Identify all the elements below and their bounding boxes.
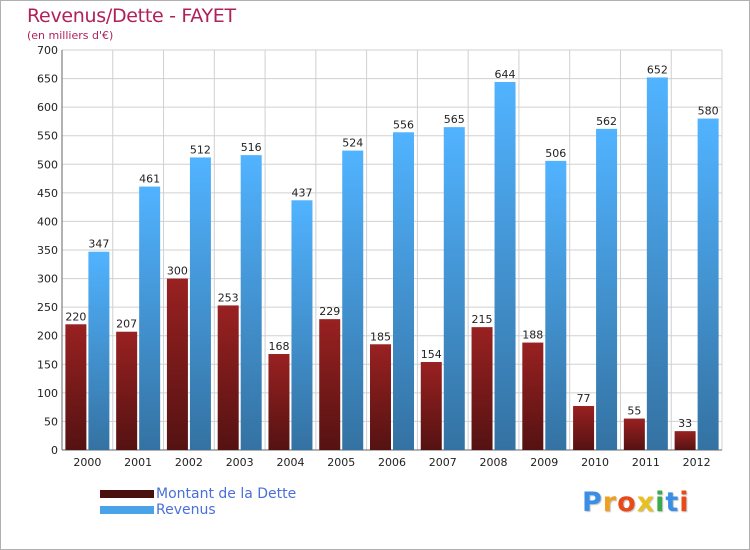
x-tick-label: 2003 (226, 456, 254, 469)
data-label-dette: 154 (421, 348, 442, 361)
bar-revenus (240, 155, 262, 450)
y-tick-label: 250 (37, 301, 58, 314)
y-tick-label: 150 (37, 358, 58, 371)
bar-revenus (545, 160, 567, 450)
y-tick-label: 0 (51, 444, 58, 457)
data-label-revenus: 556 (393, 118, 414, 131)
data-label-revenus: 565 (444, 113, 465, 126)
bar-revenus (88, 251, 110, 450)
grid (61, 49, 723, 451)
bar-dette (471, 327, 493, 450)
y-tick-label: 550 (37, 130, 58, 143)
logo-letter: t (665, 487, 680, 518)
bar-dette (217, 305, 239, 450)
bar-dette (674, 431, 696, 450)
logo-letter: r (602, 487, 618, 518)
y-tick-label: 700 (37, 44, 58, 57)
legend-label-dette: Montant de la Dette (156, 486, 297, 502)
x-tick-label: 2001 (124, 456, 152, 469)
data-label-revenus: 580 (698, 105, 719, 118)
data-label-revenus: 437 (291, 186, 312, 199)
x-tick-label: 2000 (73, 456, 101, 469)
data-label-dette: 77 (577, 392, 591, 405)
logo-letter: o (617, 487, 637, 518)
y-tick-label: 350 (37, 244, 58, 257)
legend-label-revenus: Revenus (156, 502, 216, 518)
x-tick-label: 2002 (175, 456, 203, 469)
x-tick-label: 2004 (276, 456, 304, 469)
data-label-dette: 33 (678, 417, 692, 430)
x-tick-label: 2005 (327, 456, 355, 469)
y-tick-label: 300 (37, 273, 58, 286)
axes: 0 50 100 150 200 250 300 350 400 450 500 550 600 650 7… (37, 44, 722, 469)
x-tick-label: 2010 (581, 456, 609, 469)
logo-letter: i (655, 487, 666, 518)
x-tick-label: 2008 (480, 456, 508, 469)
bar-dette (319, 319, 341, 450)
bar-dette (65, 324, 87, 450)
data-label-dette: 253 (218, 291, 239, 304)
x-tick-label: 2009 (530, 456, 558, 469)
x-tick-label: 2011 (632, 456, 660, 469)
x-tick-label: 2006 (378, 456, 406, 469)
bar-dette (573, 406, 595, 450)
bar-revenus (443, 127, 465, 451)
bar-dette (268, 354, 290, 450)
legend-swatch-dette (100, 490, 154, 498)
bar-dette (420, 362, 442, 450)
bar-revenus (646, 77, 668, 450)
logo-letter: i (679, 487, 690, 518)
y-tick-label: 450 (37, 187, 58, 200)
data-label-dette: 215 (472, 313, 493, 326)
x-tick-label: 2007 (429, 456, 457, 469)
bar-dette (623, 418, 645, 450)
y-tick-label: 400 (37, 215, 58, 228)
y-tick-label: 100 (37, 387, 58, 400)
data-label-dette: 229 (319, 305, 340, 318)
bar-revenus (494, 82, 516, 450)
y-tick-label: 200 (37, 330, 58, 343)
logo-letter: P (582, 487, 603, 518)
data-label-revenus: 512 (190, 143, 211, 156)
bar-revenus (342, 150, 364, 451)
bar-revenus (139, 186, 161, 451)
proxiti-logo: Proxiti (582, 487, 690, 518)
bar-dette (166, 278, 188, 450)
y-tick-label: 600 (37, 101, 58, 114)
bar-revenus (393, 132, 414, 451)
data-label-dette: 185 (370, 330, 391, 343)
data-label-revenus: 644 (495, 68, 516, 81)
x-tick-label: 2012 (683, 456, 711, 469)
logo-letter: x (636, 487, 656, 518)
data-label-dette: 55 (627, 405, 641, 418)
data-label-revenus: 516 (241, 141, 262, 154)
data-label-revenus: 652 (647, 63, 668, 76)
data-label-dette: 188 (522, 329, 543, 342)
data-label-dette: 207 (116, 318, 137, 331)
chart-subtitle: (en milliers d'€) (27, 29, 114, 42)
bar-revenus (697, 118, 719, 451)
data-label-dette: 168 (268, 340, 289, 353)
chart-title: Revenus/Dette - FAYET (27, 5, 236, 27)
data-label-revenus: 506 (545, 147, 566, 160)
data-label-dette: 300 (167, 265, 188, 278)
bar-dette (522, 342, 544, 450)
bar-revenus (291, 200, 313, 450)
legend-swatch-revenus (100, 506, 154, 514)
bars (65, 77, 719, 451)
data-labels: 220 347 207 461 300 512 253 516 168 437 229 524 185 5… (65, 63, 718, 430)
bar-revenus (596, 128, 618, 450)
bar-dette (370, 344, 391, 450)
data-label-revenus: 524 (342, 137, 363, 150)
data-label-revenus: 347 (88, 238, 109, 251)
y-tick-label: 500 (37, 158, 58, 171)
y-tick-label: 650 (37, 73, 58, 86)
data-label-dette: 220 (65, 310, 86, 323)
y-tick-label: 50 (44, 415, 58, 428)
bar-dette (116, 331, 138, 450)
data-label-revenus: 461 (139, 173, 160, 186)
data-label-revenus: 562 (596, 115, 617, 128)
bar-revenus (189, 157, 211, 450)
